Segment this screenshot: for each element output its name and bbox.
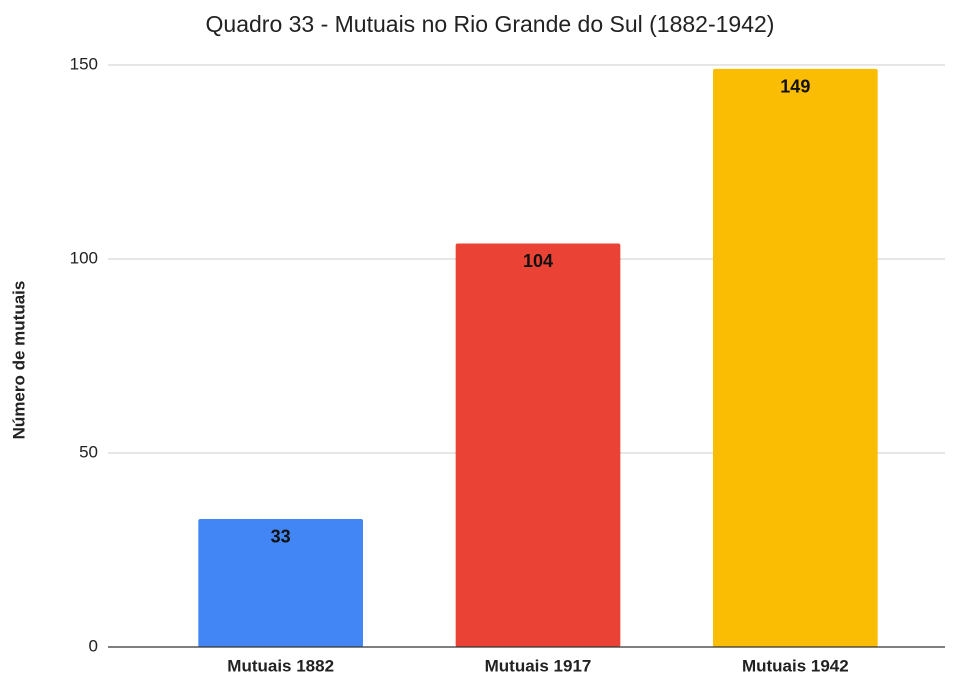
x-tick-label: Mutuais 1882 bbox=[227, 656, 334, 675]
bar bbox=[198, 518, 364, 647]
y-tick-label: 150 bbox=[70, 54, 98, 73]
y-tick-label: 0 bbox=[89, 636, 98, 655]
x-tick-label: Mutuais 1917 bbox=[485, 656, 592, 675]
y-axis-title: Número de mutuais bbox=[9, 281, 28, 440]
data-label: 149 bbox=[780, 77, 810, 97]
x-tick-label: Mutuais 1942 bbox=[742, 656, 849, 675]
bar bbox=[712, 68, 878, 647]
data-label: 33 bbox=[271, 527, 291, 547]
chart-title: Quadro 33 - Mutuais no Rio Grande do Sul… bbox=[206, 11, 775, 37]
y-tick-label: 100 bbox=[70, 248, 98, 267]
data-label: 104 bbox=[523, 251, 553, 271]
y-tick-label: 50 bbox=[79, 442, 98, 461]
bar bbox=[455, 243, 621, 648]
